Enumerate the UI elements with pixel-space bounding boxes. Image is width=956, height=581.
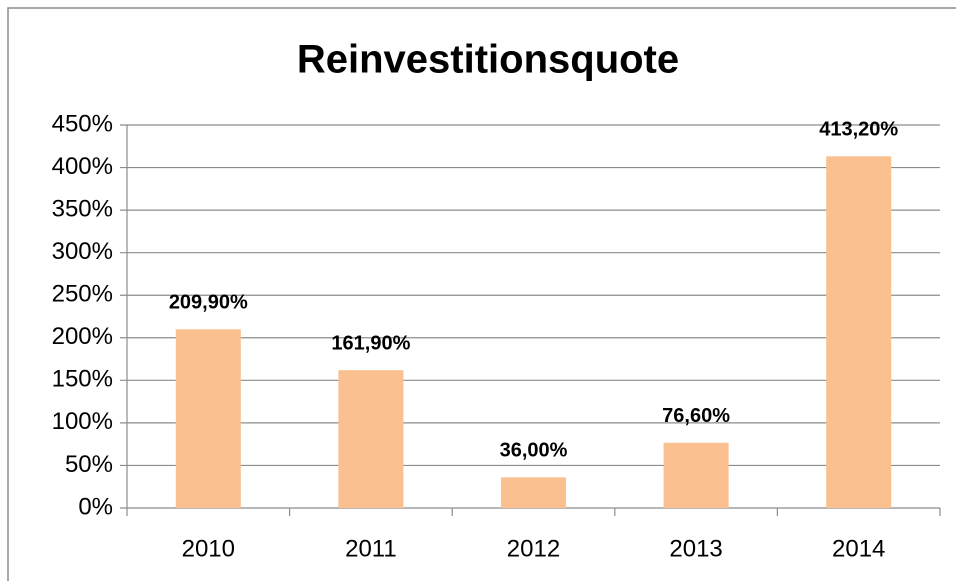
y-tick-label: 0% [78, 493, 113, 520]
y-tick-label: 250% [52, 281, 113, 308]
y-tick-label: 150% [52, 366, 113, 393]
bar [338, 370, 404, 508]
y-tick-label: 450% [52, 110, 113, 137]
data-label: 76,60% [662, 405, 730, 427]
y-tick-label: 400% [52, 153, 113, 180]
bar [500, 477, 567, 508]
y-tick-label: 200% [52, 323, 113, 350]
data-label: 413,20% [819, 119, 898, 141]
data-label: 36,00% [500, 440, 568, 462]
x-tick-label: 2013 [669, 535, 722, 562]
bar [663, 442, 729, 508]
y-tick-label: 350% [52, 195, 113, 222]
chart-title: Reinvestitionsquote [297, 38, 679, 82]
data-label: 209,90% [169, 292, 248, 314]
x-tick-label: 2011 [345, 535, 397, 562]
bar [175, 329, 241, 508]
bar [826, 156, 892, 508]
x-tick-label: 2010 [182, 535, 235, 562]
chart-border [7, 7, 956, 581]
x-tick-label: 2014 [832, 535, 885, 562]
x-tick-label: 2012 [507, 535, 560, 562]
y-tick-label: 100% [52, 408, 113, 435]
y-tick-label: 300% [52, 238, 113, 265]
data-label: 161,90% [331, 332, 410, 354]
y-tick-label: 50% [65, 451, 113, 478]
